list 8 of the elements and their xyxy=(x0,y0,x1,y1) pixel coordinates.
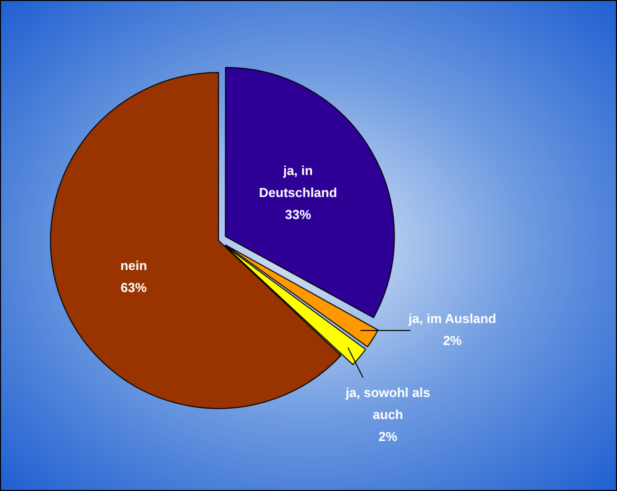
data-label: 2% xyxy=(378,429,398,444)
data-label: 63% xyxy=(120,280,148,295)
slice-label: ja, sowohl als auch xyxy=(344,385,430,422)
slice-label: nein xyxy=(120,258,148,273)
data-label: 2% xyxy=(442,333,462,348)
slice-label: ja, in Deutschland xyxy=(259,163,338,200)
data-label: 33% xyxy=(285,207,312,222)
slice-label: ja, im Ausland xyxy=(408,311,496,326)
